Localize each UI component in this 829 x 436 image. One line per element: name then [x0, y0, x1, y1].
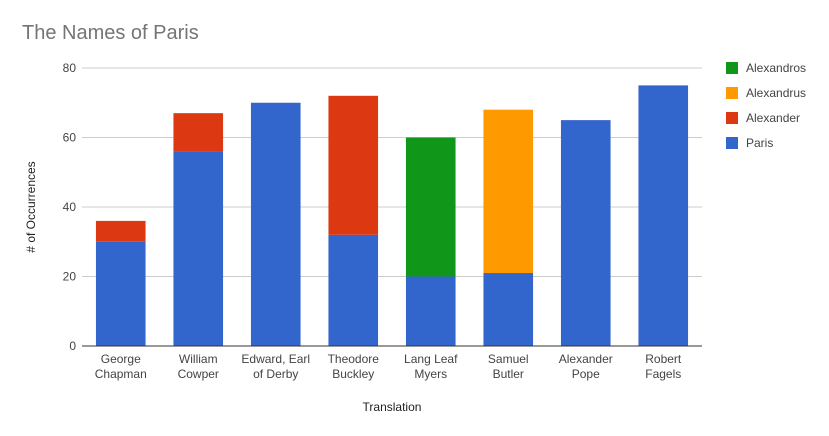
bar-paris	[95, 241, 146, 346]
legend-label: Paris	[746, 136, 773, 150]
chart-title: The Names of Paris	[22, 22, 199, 44]
bar-paris	[328, 234, 379, 346]
bar-alexander	[173, 113, 224, 152]
x-axis-title: Translation	[363, 400, 422, 414]
bar-paris	[405, 276, 456, 346]
x-tick-label: Alexander Pope	[559, 352, 613, 381]
y-axis-title: # of Occurrences	[24, 161, 38, 252]
bar-paris	[173, 151, 224, 346]
y-tick-label: 60	[63, 131, 77, 145]
x-tick-label: Theodore Buckley	[328, 352, 380, 381]
y-tick-label: 0	[69, 339, 76, 353]
bar-alexandros	[405, 137, 456, 277]
bar-alexander	[95, 220, 146, 242]
bar-paris	[250, 102, 301, 346]
bar-alexandrus	[483, 109, 534, 274]
y-tick-label: 80	[63, 61, 77, 75]
legend-label: Alexandrus	[746, 86, 806, 100]
bar-paris	[560, 120, 611, 346]
legend-swatch	[726, 112, 738, 124]
x-tick-label: Lang Leaf Myers	[404, 352, 458, 381]
x-tick-label: William Cowper	[178, 352, 219, 381]
legend-swatch	[726, 137, 738, 149]
y-tick-label: 40	[63, 200, 77, 214]
legend-swatch	[726, 62, 738, 74]
legend-label: Alexandros	[746, 61, 806, 75]
x-tick-label: Edward, Earl of Derby	[241, 352, 310, 381]
x-tick-label: Samuel Butler	[488, 352, 529, 381]
bar-alexander	[328, 95, 379, 235]
legend-swatch	[726, 87, 738, 99]
x-tick-label: George Chapman	[95, 352, 147, 381]
bar-paris	[638, 85, 689, 346]
y-tick-label: 20	[63, 270, 77, 284]
legend-label: Alexander	[746, 111, 800, 125]
bar-paris	[483, 273, 534, 346]
x-tick-label: Robert Fagels	[645, 352, 682, 381]
